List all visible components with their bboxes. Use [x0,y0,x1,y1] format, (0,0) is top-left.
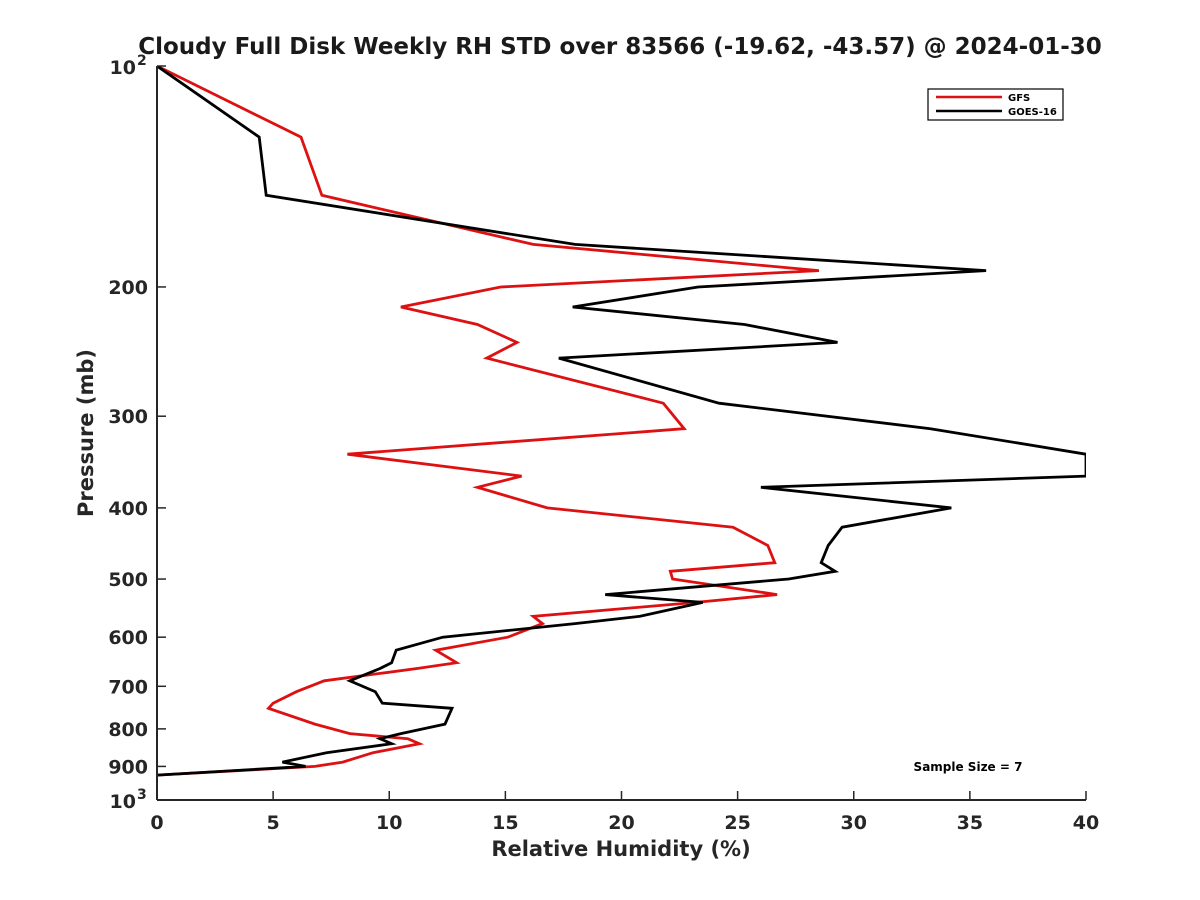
x-tick-label: 40 [1073,812,1099,834]
x-tick-label: 0 [150,812,163,834]
y-tick-label: 600 [108,627,148,649]
y-tick-label: 500 [108,569,148,591]
sample-size-annotation: Sample Size = 7 [914,760,1023,774]
y-tick-label: 10 [110,57,136,79]
y-tick-label: 200 [108,277,148,299]
y-tick-label: 400 [108,498,148,520]
legend-label-goes16: GOES-16 [1008,107,1057,118]
x-tick-label: 30 [841,812,867,834]
legend: GFS GOES-16 [927,88,1064,121]
x-axis-label: Relative Humidity (%) [491,837,750,861]
y-tick-label: 10 [110,791,136,813]
legend-label-gfs: GFS [1008,93,1030,104]
series-line-goes16 [157,66,1086,777]
x-tick-label: 35 [957,812,983,834]
chart-title: Cloudy Full Disk Weekly RH STD over 8356… [138,34,1102,60]
series-line-gfs [157,66,820,777]
y-tick-exponent: 3 [137,787,147,803]
y-tick-label: 900 [108,756,148,778]
x-tick-label: 5 [267,812,280,834]
y-tick-label: 300 [108,406,148,428]
x-tick-label: 25 [724,812,750,834]
x-tick-label: 10 [376,812,402,834]
legend-box [927,88,1064,121]
y-axis-label: Pressure (mb) [74,349,98,517]
y-tick-label: 700 [108,676,148,698]
x-tick-label: 15 [492,812,518,834]
series-layer [157,66,1086,777]
y-tick-exponent: 2 [137,53,147,69]
x-tick-label: 20 [608,812,634,834]
y-tick-label: 800 [108,719,148,741]
